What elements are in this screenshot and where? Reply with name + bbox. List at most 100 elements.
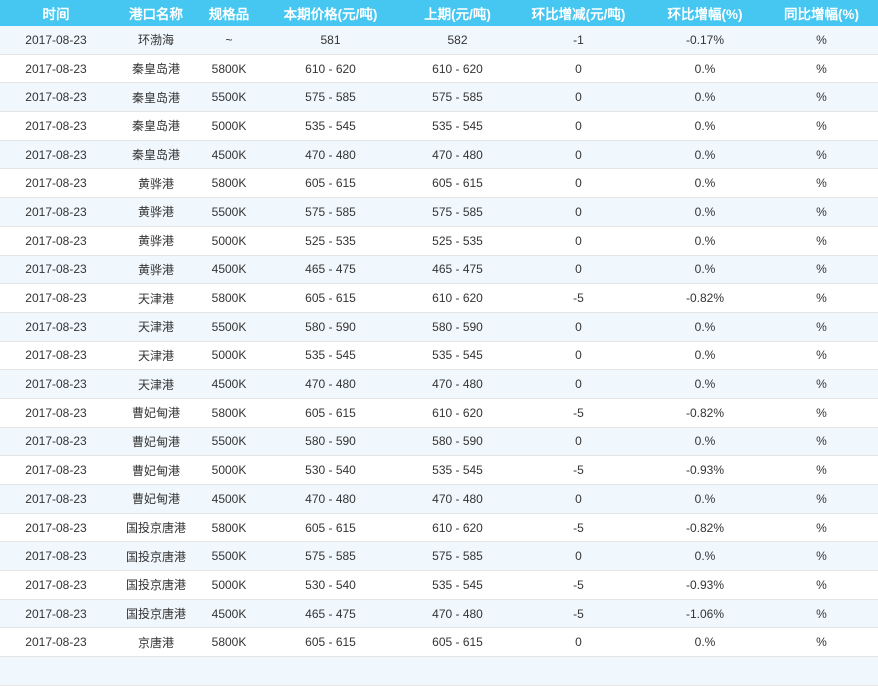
cell-spec: 4500K <box>200 484 258 514</box>
table-row: 2017-08-23 天津港 5000K 535 - 545 535 - 545 0 0.%… <box>0 341 878 371</box>
cell-time: 2017-08-23 <box>0 226 112 256</box>
cell-spec: 5800K <box>200 513 258 543</box>
column-header-previous-price: 上期(元/吨) <box>403 0 512 26</box>
cell-mom-change: 0 <box>512 627 645 658</box>
cell-previous-price: 605 - 615 <box>403 168 512 199</box>
table-row: 2017-08-23 黄骅港 5800K 605 - 615 605 - 615 0 0.%… <box>0 168 878 199</box>
table-row: 2017-08-23 秦皇岛港 4500K 470 - 480 470 - 480 0 0.… <box>0 140 878 170</box>
cell-mom-pct: 0.% <box>645 54 765 84</box>
cell-port: 京唐港 <box>112 627 200 658</box>
cell-current-price: 605 - 615 <box>258 398 403 428</box>
cell-yoy-pct: % <box>765 226 878 256</box>
cell-yoy-pct: % <box>765 599 878 629</box>
cell-yoy-pct: % <box>765 312 878 342</box>
cell-port: 环渤海 <box>112 26 200 55</box>
cell-port: 国投京唐港 <box>112 513 200 543</box>
cell-spec: 5500K <box>200 427 258 457</box>
cell-mom-change: -5 <box>512 398 645 428</box>
cell-port: 曹妃甸港 <box>112 427 200 457</box>
cell-spec: 4500K <box>200 599 258 629</box>
cell-current-price: 580 - 590 <box>258 312 403 342</box>
cell-current-price: 575 - 585 <box>258 82 403 113</box>
column-header-yoy-pct: 同比增幅(%) <box>765 0 878 26</box>
cell-previous-price: 470 - 480 <box>403 369 512 399</box>
cell-time: 2017-08-23 <box>0 140 112 170</box>
cell-yoy-pct: % <box>765 513 878 543</box>
cell-time: 2017-08-23 <box>0 197 112 227</box>
cell-empty <box>112 656 200 686</box>
table-row: 2017-08-23 京唐港 5800K 605 - 615 605 - 615 0 0.%… <box>0 627 878 658</box>
cell-mom-pct: 0.% <box>645 541 765 572</box>
cell-current-price: 465 - 475 <box>258 255 403 285</box>
cell-spec: 5800K <box>200 168 258 199</box>
cell-yoy-pct: % <box>765 427 878 457</box>
cell-time: 2017-08-23 <box>0 168 112 199</box>
cell-spec: 5800K <box>200 54 258 84</box>
cell-previous-price: 610 - 620 <box>403 54 512 84</box>
cell-mom-change: -5 <box>512 455 645 485</box>
cell-current-price: 605 - 615 <box>258 513 403 543</box>
cell-port: 曹妃甸港 <box>112 398 200 428</box>
cell-previous-price: 580 - 590 <box>403 312 512 342</box>
cell-time: 2017-08-23 <box>0 455 112 485</box>
cell-mom-pct: 0.% <box>645 312 765 342</box>
cell-time: 2017-08-23 <box>0 54 112 84</box>
cell-port: 国投京唐港 <box>112 541 200 572</box>
cell-mom-change: 0 <box>512 54 645 84</box>
table-row: 2017-08-23 国投京唐港 5000K 530 - 540 535 - 545 -5… <box>0 570 878 600</box>
cell-mom-change: 0 <box>512 369 645 399</box>
cell-time: 2017-08-23 <box>0 312 112 342</box>
cell-previous-price: 580 - 590 <box>403 427 512 457</box>
cell-time: 2017-08-23 <box>0 283 112 313</box>
cell-yoy-pct: % <box>765 455 878 485</box>
cell-empty <box>765 656 878 686</box>
cell-yoy-pct: % <box>765 398 878 428</box>
table-row: 2017-08-23 天津港 4500K 470 - 480 470 - 480 0 0.%… <box>0 369 878 399</box>
cell-mom-pct: 0.% <box>645 197 765 227</box>
table-row: 2017-08-23 秦皇岛港 5500K 575 - 585 575 - 585 0 0.… <box>0 82 878 113</box>
column-header-spec: 规格品 <box>200 0 258 26</box>
cell-mom-change: 0 <box>512 140 645 170</box>
cell-yoy-pct: % <box>765 140 878 170</box>
cell-spec: 5500K <box>200 312 258 342</box>
cell-mom-change: -5 <box>512 570 645 600</box>
cell-mom-pct: 0.% <box>645 111 765 141</box>
cell-previous-price: 535 - 545 <box>403 570 512 600</box>
cell-mom-change: 0 <box>512 226 645 256</box>
cell-spec: 5800K <box>200 398 258 428</box>
cell-port: 天津港 <box>112 312 200 342</box>
cell-yoy-pct: % <box>765 168 878 199</box>
cell-previous-price: 575 - 585 <box>403 541 512 572</box>
table-row: 2017-08-23 曹妃甸港 5800K 605 - 615 610 - 620 -5-… <box>0 398 878 428</box>
column-header-port: 港口名称 <box>112 0 200 26</box>
cell-current-price: 470 - 480 <box>258 140 403 170</box>
cell-empty <box>258 656 403 686</box>
cell-spec: ~ <box>200 26 258 55</box>
cell-spec: 5800K <box>200 283 258 313</box>
cell-mom-pct: -0.82% <box>645 398 765 428</box>
cell-yoy-pct: % <box>765 283 878 313</box>
cell-yoy-pct: % <box>765 341 878 371</box>
cell-yoy-pct: % <box>765 255 878 285</box>
cell-mom-pct: 0.% <box>645 168 765 199</box>
cell-port: 秦皇岛港 <box>112 111 200 141</box>
cell-current-price: 530 - 540 <box>258 570 403 600</box>
cell-port: 秦皇岛港 <box>112 82 200 113</box>
cell-time: 2017-08-23 <box>0 570 112 600</box>
cell-mom-pct: 0.% <box>645 226 765 256</box>
cell-spec: 4500K <box>200 140 258 170</box>
cell-previous-price: 535 - 545 <box>403 455 512 485</box>
cell-yoy-pct: % <box>765 54 878 84</box>
cell-current-price: 580 - 590 <box>258 427 403 457</box>
cell-spec: 5000K <box>200 226 258 256</box>
cell-current-price: 530 - 540 <box>258 455 403 485</box>
table-row: 2017-08-23 天津港 5800K 605 - 615 610 - 620 -5 -0… <box>0 283 878 313</box>
cell-spec: 5500K <box>200 82 258 113</box>
cell-spec: 5800K <box>200 627 258 658</box>
column-header-time: 时间 <box>0 0 112 26</box>
cell-previous-price: 610 - 620 <box>403 283 512 313</box>
cell-current-price: 535 - 545 <box>258 341 403 371</box>
header-row: 时间 港口名称 规格品 本期价格(元/吨) 上期(元/吨) 环比增减(元/吨) 环比增幅(%… <box>0 0 878 26</box>
cell-spec: 5000K <box>200 570 258 600</box>
